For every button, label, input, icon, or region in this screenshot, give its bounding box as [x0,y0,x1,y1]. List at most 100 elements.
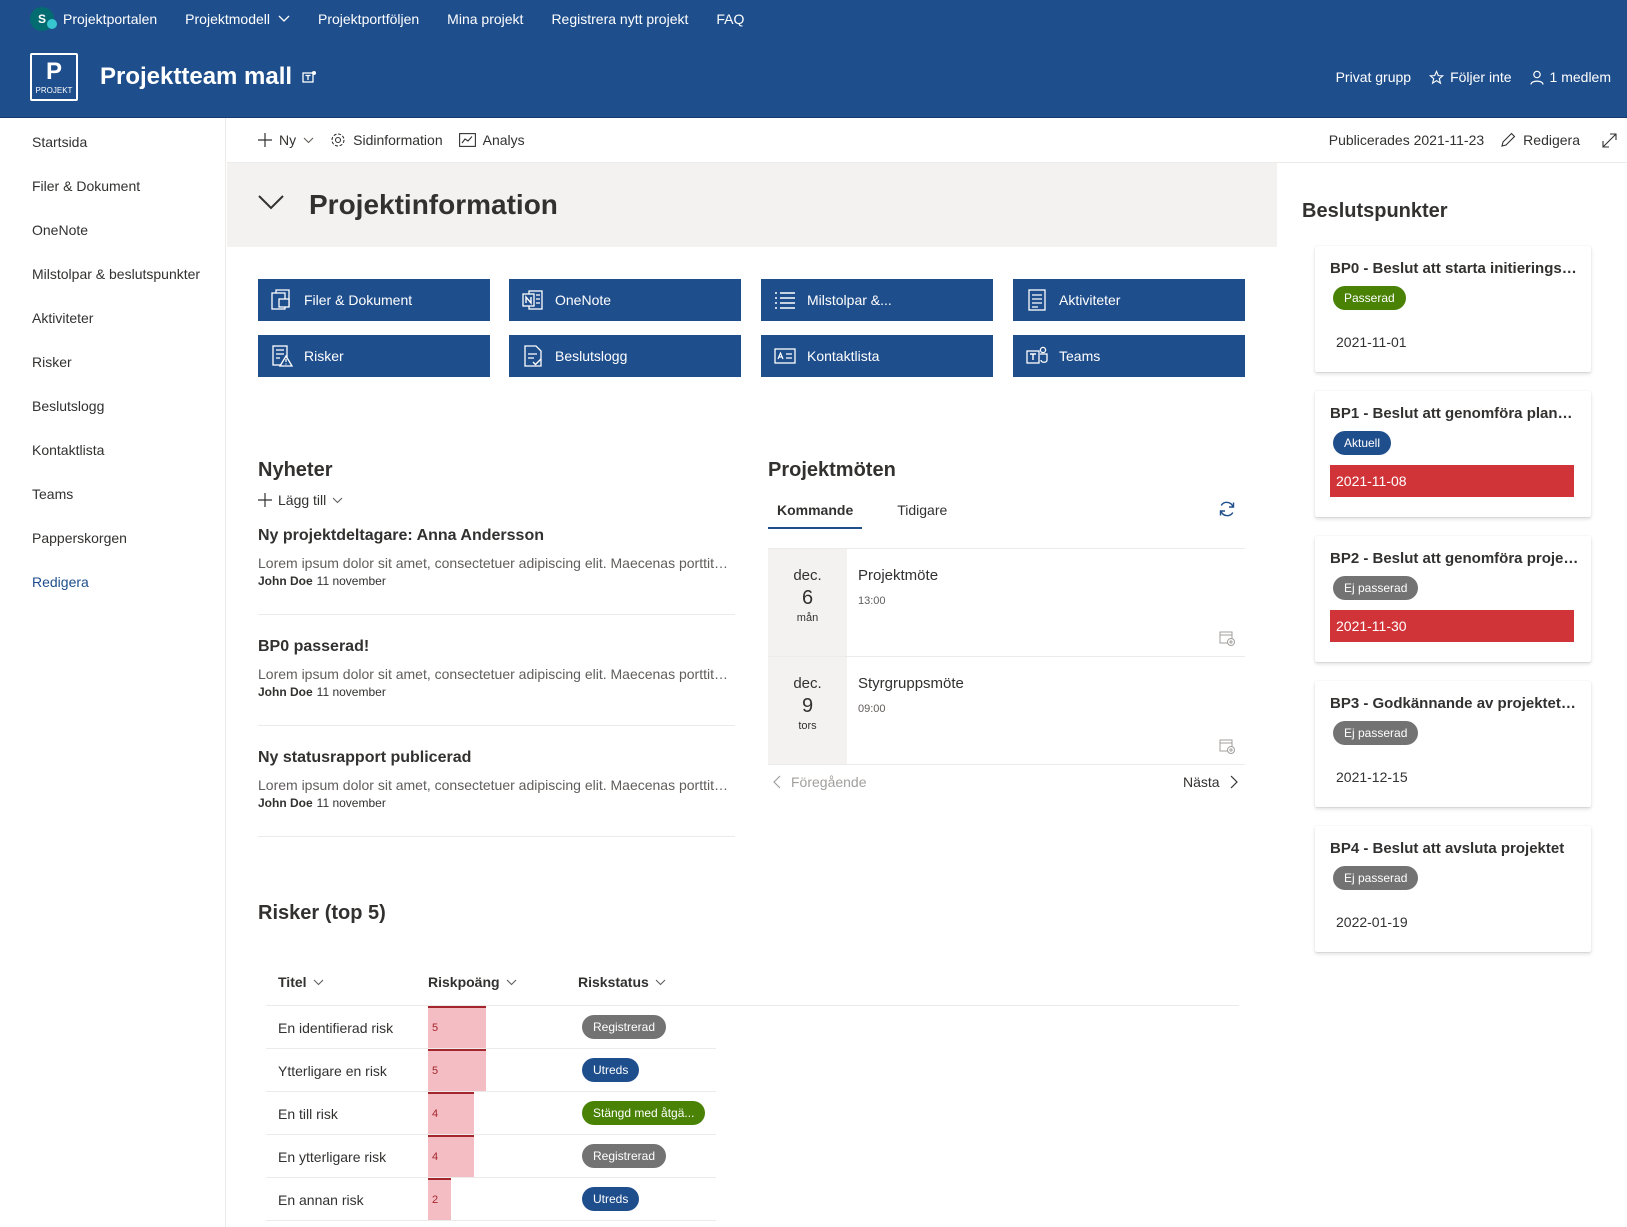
tab-kommande[interactable]: Kommande [768,492,863,529]
files-icon [270,288,294,312]
quicklink-aktiviteter[interactable]: Aktiviteter [1013,279,1245,321]
risk-score-bar [428,1049,486,1091]
news-item[interactable]: BP0 passerad! Lorem ipsum dolor sit amet… [258,638,735,726]
risk-title[interactable]: Ytterligare en risk [278,1063,387,1079]
quicklink-teams[interactable]: Teams [1013,335,1245,377]
nav-milstolpar[interactable]: Milstolpar & beslutspunkter [32,266,201,282]
refresh-icon[interactable] [1218,500,1236,518]
news-add-button[interactable]: Lägg till [258,492,343,508]
decision-point-title: BP2 - Beslut att genomföra projektet [1330,550,1580,567]
news-item-date: 11 november [316,796,386,810]
chevron-down-icon[interactable] [257,193,285,211]
risks-title: Risker (top 5) [258,902,386,924]
hub-nav-projektportfoljen[interactable]: Projektportföljen [318,11,419,27]
site-logo[interactable]: P PROJEKT [30,53,78,101]
edit-page-button[interactable]: Redigera [1500,132,1580,148]
follow-button[interactable]: Följer inte [1429,69,1512,85]
news-item-description: Lorem ipsum dolor sit amet, consectetuer… [258,555,735,571]
hub-nav-mina-projekt[interactable]: Mina projekt [447,11,523,27]
risk-score-bar [428,1006,486,1048]
quicklink-label: Beslutslogg [555,348,628,364]
meeting-month: dec. [793,567,822,584]
decision-point-card[interactable]: BP3 - Godkännande av projektets resultat… [1315,681,1591,807]
table-row[interactable]: En till risk 4 Stängd med åtgä... [266,1092,716,1135]
news-item-author: John Doe [258,685,313,699]
site-header: P PROJEKT Projektteam mall Privat grupp … [0,37,1627,118]
news-item[interactable]: Ny projektdeltagare: Anna Andersson Lore… [258,527,735,615]
nav-startsida[interactable]: Startsida [32,134,88,150]
quicklink-filer-dokument[interactable]: Filer & Dokument [258,279,490,321]
meeting-date-block: dec. 6 mån [768,549,847,656]
column-header-label: Titel [278,974,307,990]
published-status: Publicerades 2021-11-23 [1329,132,1484,148]
teams-icon[interactable] [302,70,318,84]
privacy-text: Privat grupp [1335,69,1412,85]
nav-aktiviteter[interactable]: Aktiviteter [32,310,94,326]
news-item-date: 11 november [316,574,386,588]
members-label: 1 medlem [1549,69,1611,85]
table-row[interactable]: En ytterligare risk 4 Registrerad [266,1135,716,1178]
nav-risker[interactable]: Risker [32,354,72,370]
expand-button[interactable] [1602,132,1617,148]
quicklink-milstolpar[interactable]: Milstolpar &... [761,279,993,321]
decision-point-card[interactable]: BP0 - Beslut att starta initieringsfasen… [1315,246,1591,372]
table-row[interactable]: En annan risk 2 Utreds [266,1178,716,1221]
news-item-meta: John Doe 11 november [258,796,735,810]
chevron-down-icon [506,979,516,985]
nav-filer-dokument[interactable]: Filer & Dokument [32,178,141,194]
column-header-status[interactable]: Riskstatus [578,974,666,990]
members-button[interactable]: 1 medlem [1529,69,1611,85]
risk-score-bar [428,1092,474,1134]
quicklink-risker[interactable]: Risker [258,335,490,377]
nav-onenote[interactable]: OneNote [32,222,89,238]
status-badge: Ej passerad [1333,721,1419,745]
risk-title[interactable]: En annan risk [278,1192,364,1208]
quicklink-beslutslogg[interactable]: Beslutslogg [509,335,741,377]
meeting-date-block: dec. 9 tors [768,657,847,764]
next-button[interactable]: Nästa [1183,774,1238,790]
chevron-down-icon [313,979,323,985]
risk-title[interactable]: En till risk [278,1106,338,1122]
previous-button[interactable]: Föregående [773,774,867,790]
news-item-meta: John Doe 11 november [258,574,735,588]
hub-nav-label: Projektportalen [63,10,158,27]
analytics-button[interactable]: Analys [458,132,525,148]
site-title[interactable]: Projektteam mall [100,63,318,91]
meeting-item[interactable]: dec. 6 mån Projektmöte 13:00 [768,549,1245,657]
hub-nav-registrera[interactable]: Registrera nytt projekt [551,11,688,27]
calendar-add-icon[interactable] [1219,738,1235,754]
news-item[interactable]: Ny statusrapport publicerad Lorem ipsum … [258,749,735,837]
teams-icon [1025,344,1049,368]
nav-beslutslogg[interactable]: Beslutslogg [32,398,105,414]
table-row[interactable]: Ytterligare en risk 5 Utreds [266,1049,716,1092]
risk-icon [270,344,294,368]
meeting-title: Projektmöte [858,567,939,584]
column-header-title[interactable]: Titel [278,974,324,990]
page-details-button[interactable]: Sidinformation [330,132,443,148]
nav-papperskorgen[interactable]: Papperskorgen [32,530,127,546]
hub-nav-faq[interactable]: FAQ [716,11,744,27]
status-badge: Ej passerad [1333,866,1419,890]
hub-nav-projektmodell[interactable]: Projektmodell [185,11,290,27]
decision-point-card[interactable]: BP4 - Beslut att avsluta projektet Ej pas… [1315,826,1591,952]
nav-kontaktlista[interactable]: Kontaktlista [32,442,105,458]
hub-nav-label: Registrera nytt projekt [551,10,689,27]
column-header-score[interactable]: Riskpoäng [428,974,517,990]
hub-nav-projektportalen[interactable]: Projektportalen [63,11,157,27]
meeting-item[interactable]: dec. 9 tors Styrgruppsmöte 09:00 [768,657,1245,765]
nav-teams[interactable]: Teams [32,486,74,502]
sharepoint-logo-icon[interactable]: S [30,6,57,31]
risk-title[interactable]: En ytterligare risk [278,1149,387,1165]
meeting-month: dec. [793,675,822,692]
nav-edit-link[interactable]: Redigera [32,574,89,590]
risk-title[interactable]: En identifierad risk [278,1020,394,1036]
table-row[interactable]: En identifierad risk 5 Registrerad [266,1006,716,1049]
quicklink-onenote[interactable]: OneNote [509,279,741,321]
decision-point-card[interactable]: BP2 - Beslut att genomföra projektet Ej p… [1315,536,1591,662]
quicklink-kontaktlista[interactable]: Kontaktlista [761,335,993,377]
calendar-add-icon[interactable] [1219,630,1235,646]
section-banner: Projektinformation [227,163,1277,247]
tab-tidigare[interactable]: Tidigare [897,502,948,518]
decision-point-card[interactable]: BP1 - Beslut att genomföra planeringsfas… [1315,391,1591,517]
new-button[interactable]: Ny [258,132,314,148]
